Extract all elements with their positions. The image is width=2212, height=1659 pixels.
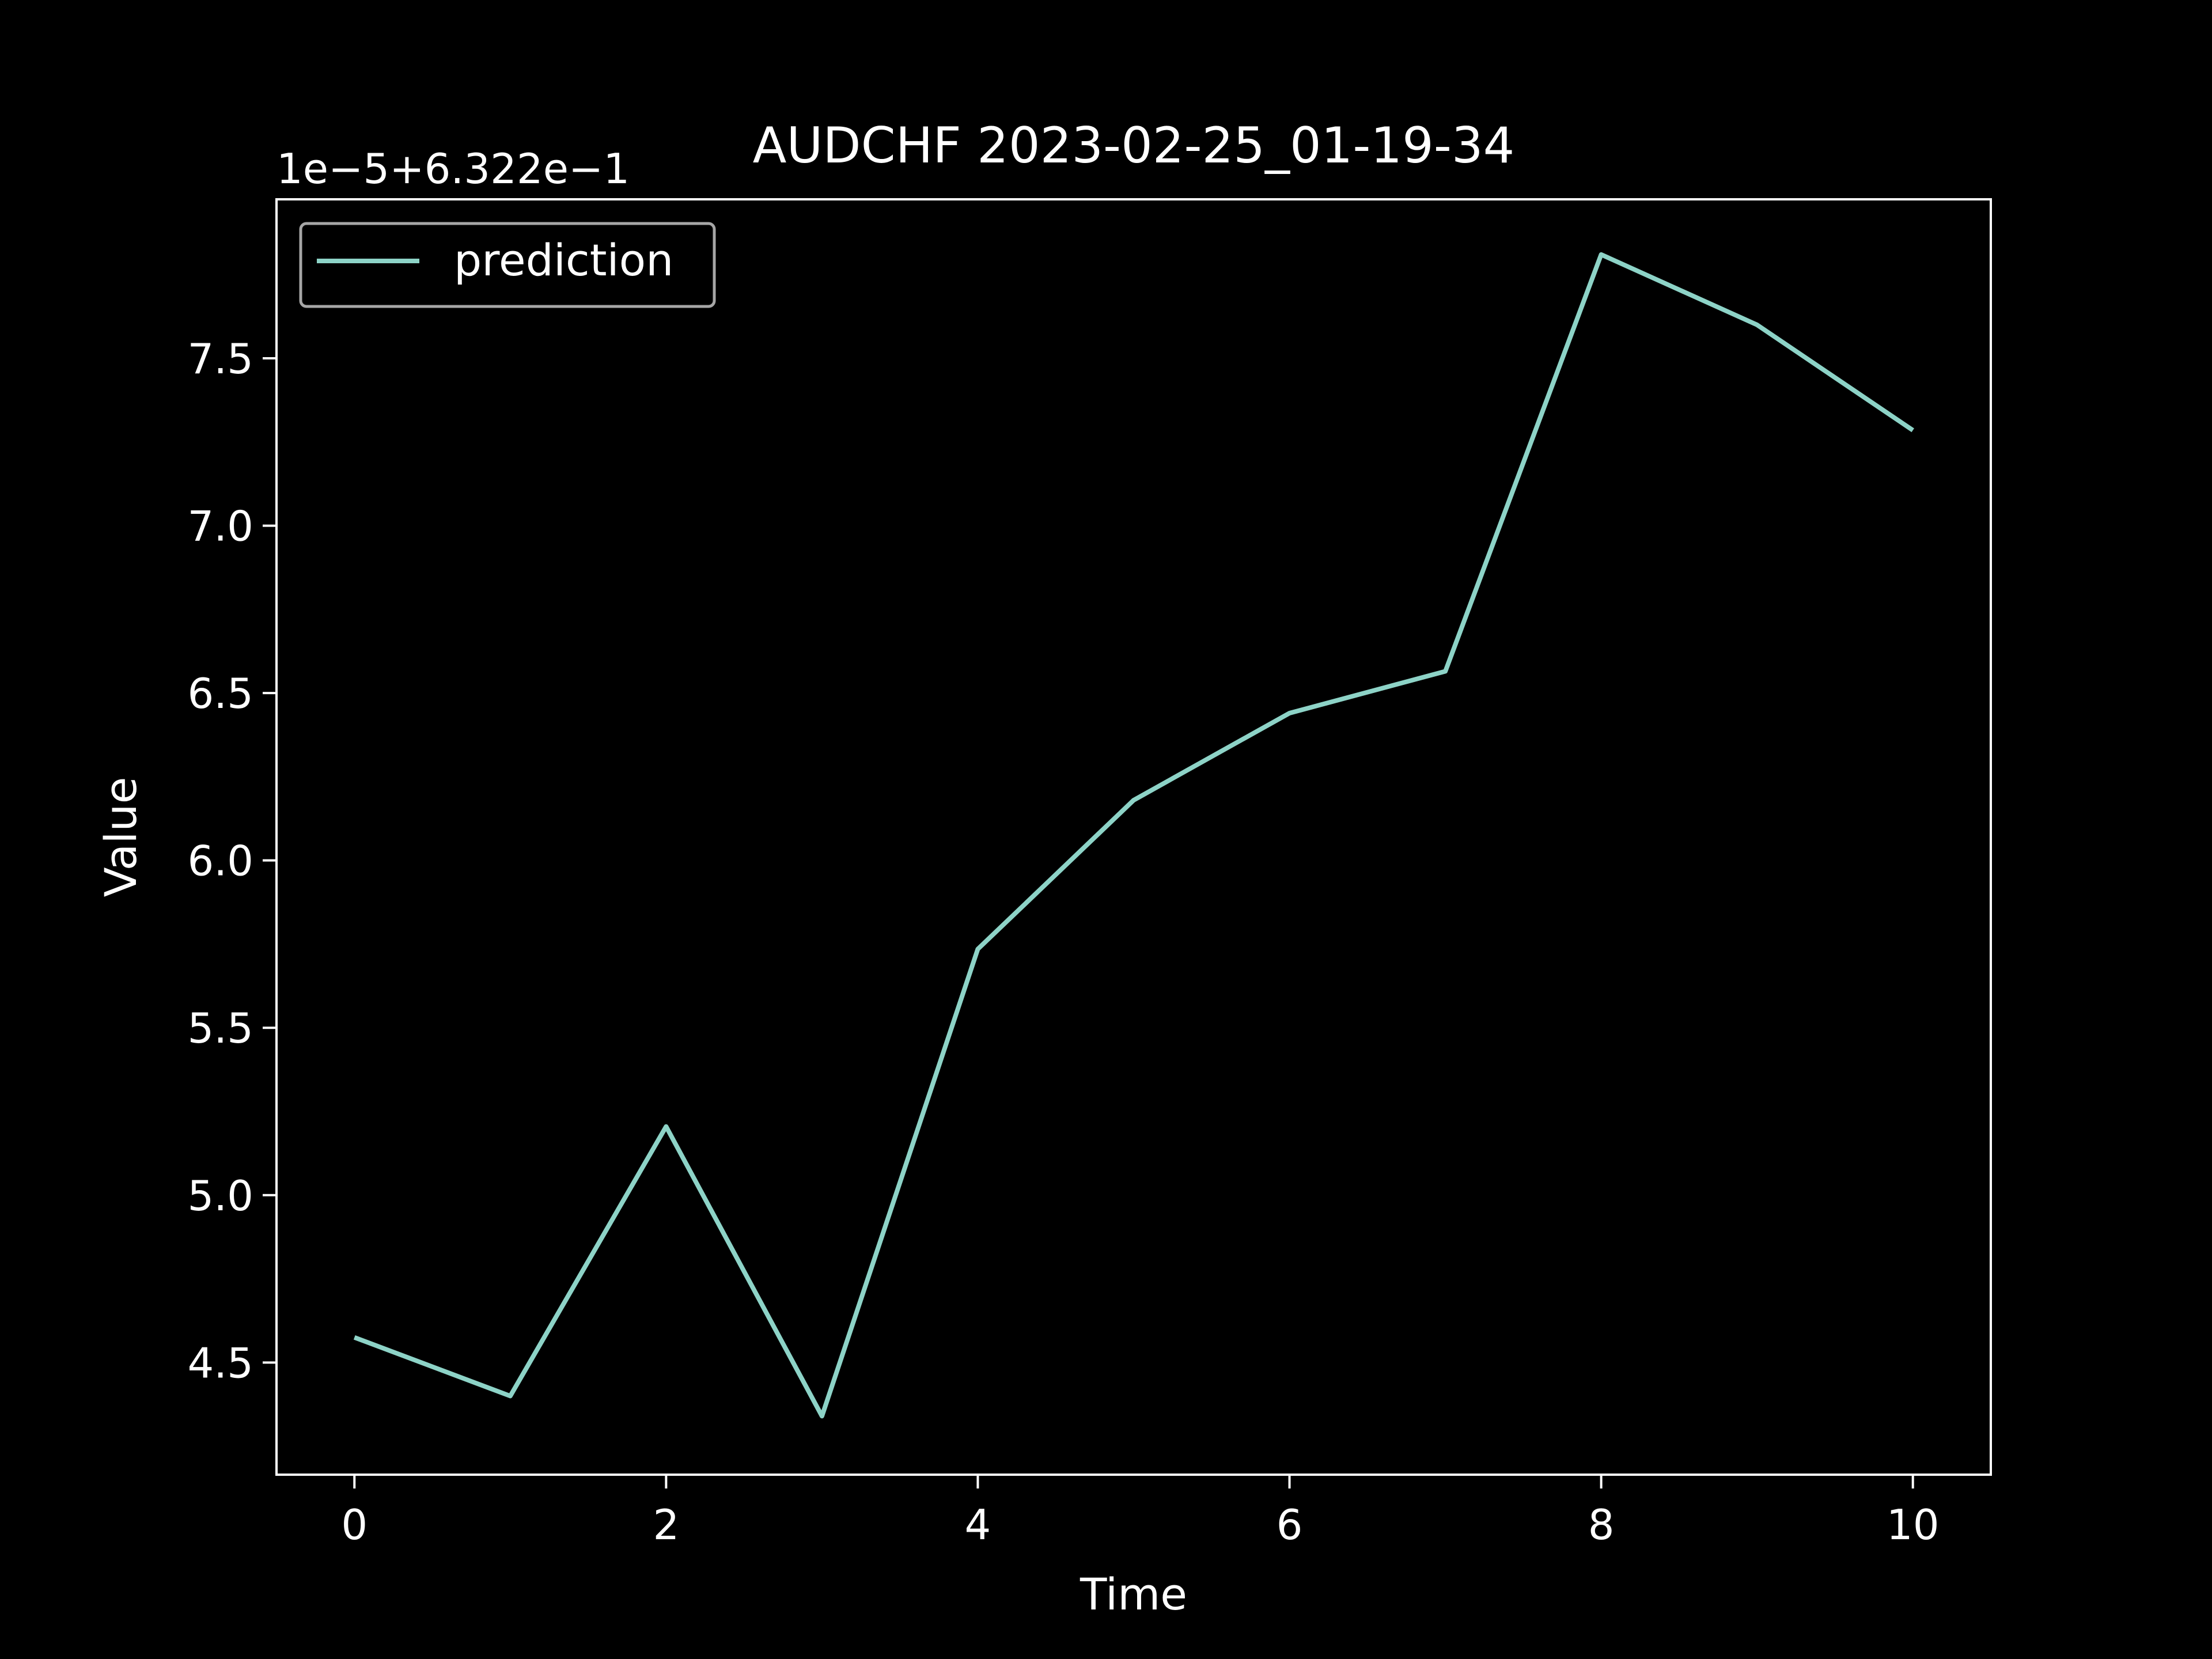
series-line-prediction — [353, 252, 1914, 1419]
y-tick-label: 4.5 — [187, 1339, 253, 1387]
x-tick-label: 10 — [1887, 1501, 1940, 1549]
y-tick-label: 7.0 — [187, 502, 253, 551]
y-tick-label: 5.0 — [187, 1172, 253, 1220]
axis-ticks: 0 2 4 6 8 10 4.5 5.0 5.5 6.0 6.5 7.0 7.5 — [187, 335, 1939, 1549]
x-tick-label: 4 — [965, 1501, 991, 1549]
y-tick-label: 7.5 — [187, 335, 253, 383]
legend: prediction — [299, 222, 716, 308]
x-tick-label: 2 — [653, 1501, 679, 1549]
x-tick-label: 6 — [1277, 1501, 1303, 1549]
y-axis-label: Value — [95, 777, 146, 897]
legend-box — [299, 222, 716, 308]
x-tick-label: 8 — [1588, 1501, 1615, 1549]
y-tick-label: 6.5 — [187, 669, 253, 718]
series-layer — [353, 252, 1914, 1419]
x-axis-label: Time — [1080, 1569, 1187, 1620]
plot-frame — [275, 198, 1992, 1476]
y-tick-label: 5.5 — [187, 1004, 253, 1052]
y-offset-label: 1e−5+6.322e−1 — [276, 145, 630, 193]
x-tick-label: 0 — [341, 1501, 368, 1549]
y-tick-label: 6.0 — [187, 837, 253, 885]
chart-title: AUDCHF 2023-02-25_01-19-34 — [753, 117, 1515, 175]
legend-label-prediction: prediction — [454, 234, 673, 286]
